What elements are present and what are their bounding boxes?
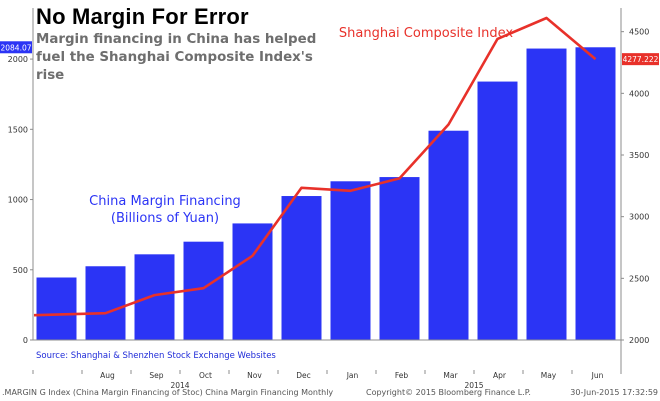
bar-nov [232, 223, 273, 340]
x-axis: Aug Sep Oct Nov Dec Jan Feb Mar Apr May Jun 2014 201… [32, 339, 622, 390]
x-tick-label: Apr [493, 371, 507, 380]
right-last-value-label: 4277.222 [623, 55, 659, 64]
bar-dec [281, 196, 322, 340]
right-tick-label: 4500 [629, 28, 649, 37]
bar-series-label-line: (Billions of Yuan) [111, 211, 219, 226]
x-tick-label: Mar [443, 371, 458, 380]
right-tick-label: 2000 [629, 336, 649, 345]
x-tick-label: Jun [591, 371, 604, 380]
bar-jul [36, 277, 77, 340]
margin-financing-bars [36, 47, 616, 341]
footer-ticker: .MARGIN G Index (China Margin Financing … [2, 388, 334, 397]
shanghai-composite-line [33, 16, 597, 317]
bar-series-label-line: China Margin Financing [89, 194, 241, 209]
chart-title: No Margin For Error [36, 4, 249, 29]
bar-series-label: China Margin Financing (Billions of Yuan) [89, 194, 241, 226]
shanghai-composite-polyline [33, 16, 597, 317]
bar-jan [330, 181, 371, 340]
series-labels: China Margin Financing (Billions of Yuan)… [36, 26, 513, 361]
right-last-value-box [622, 53, 659, 66]
bar-sep [134, 254, 175, 340]
right-tick-label: 2500 [629, 274, 649, 283]
source-note: Source: Shanghai & Shenzhen Stock Exchan… [36, 351, 276, 361]
footer-timestamp: 30-Jun-2015 17:32:59 [570, 388, 658, 397]
x-tick-label: Feb [395, 371, 409, 380]
x-tick-label: May [541, 371, 557, 380]
right-tick-label: 3500 [629, 151, 649, 160]
line-series-label: Shanghai Composite Index [339, 26, 514, 41]
bar-feb [379, 177, 420, 340]
left-tick-label: 2000 [8, 55, 28, 64]
bar-jun [575, 47, 616, 340]
left-tick-label: 1500 [8, 125, 28, 134]
bar-apr [477, 81, 518, 341]
x-tick-label: Oct [199, 371, 212, 380]
left-last-value-box [0, 41, 32, 54]
footer-copyright: Copyright© 2015 Bloomberg Finance L.P. [366, 388, 531, 397]
year-label: 2014 [170, 381, 189, 390]
x-tick-label: Sep [149, 371, 163, 380]
chart-subtitle: Margin financing in China has helped fue… [36, 32, 317, 83]
bar-aug [85, 266, 126, 340]
left-tick-label: 0 [23, 336, 28, 345]
right-tick-label: 3000 [629, 213, 649, 222]
x-tick-label: Nov [247, 371, 262, 380]
bar-mar [428, 130, 469, 340]
right-tick-label: 4000 [629, 89, 649, 98]
x-tick-label: Aug [100, 371, 115, 380]
x-tick-label: Jan [346, 371, 359, 380]
left-last-value-label: 2084.07 [0, 43, 31, 52]
year-label: 2015 [464, 381, 483, 390]
left-tick-label: 500 [13, 266, 28, 275]
x-tick-label: Dec [296, 371, 311, 380]
footer: .MARGIN G Index (China Margin Financing … [0, 387, 660, 401]
left-axis: 0 500 1000 1500 2000 2084.07 [0, 8, 34, 345]
left-tick-label: 1000 [8, 196, 28, 205]
right-axis: 2000 2500 3000 3500 4000 4500 4277.222 [620, 8, 659, 370]
bar-may [526, 48, 567, 340]
